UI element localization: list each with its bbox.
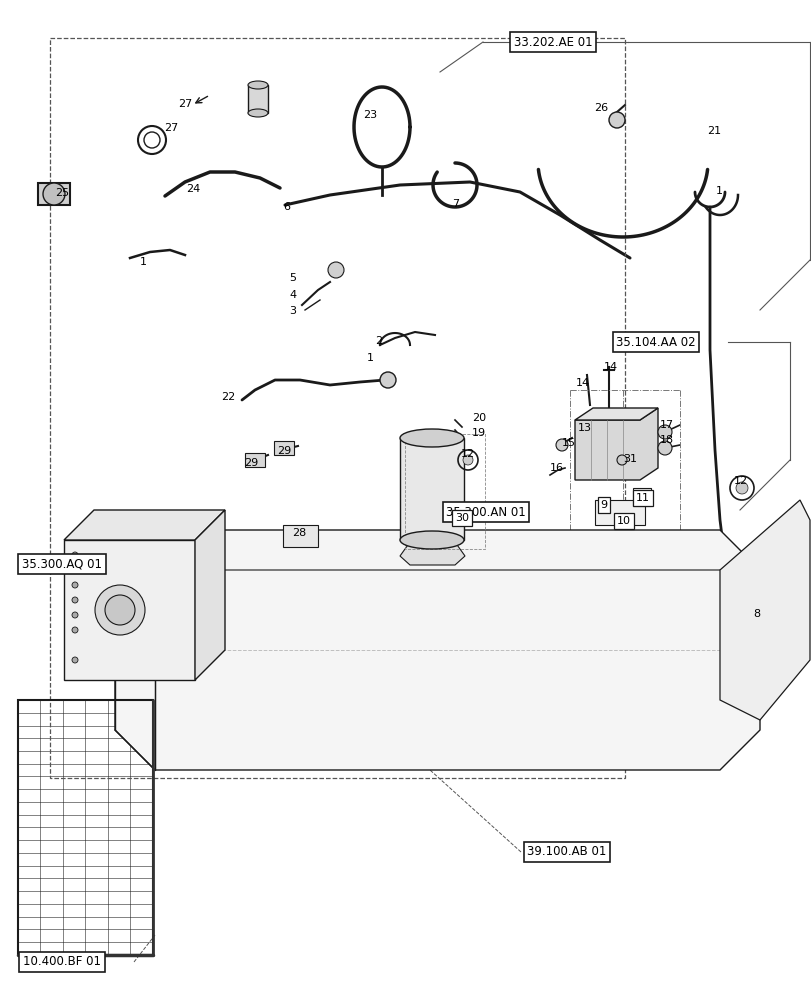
Text: 35.300.AQ 01: 35.300.AQ 01 — [22, 558, 102, 570]
Text: 24: 24 — [186, 184, 200, 194]
Circle shape — [657, 441, 672, 455]
Circle shape — [72, 627, 78, 633]
Text: 11: 11 — [635, 493, 649, 503]
Circle shape — [735, 482, 747, 494]
Circle shape — [43, 183, 65, 205]
Circle shape — [328, 262, 344, 278]
Text: 5: 5 — [290, 273, 296, 283]
Text: 26: 26 — [593, 103, 607, 113]
Text: 28: 28 — [291, 528, 306, 538]
Circle shape — [95, 585, 145, 635]
Circle shape — [72, 552, 78, 558]
Text: 25: 25 — [55, 188, 69, 198]
Text: 16: 16 — [549, 463, 564, 473]
Circle shape — [72, 612, 78, 618]
Circle shape — [72, 582, 78, 588]
Circle shape — [462, 455, 473, 465]
Text: 20: 20 — [471, 413, 486, 423]
Text: 21: 21 — [706, 126, 720, 136]
Text: 29: 29 — [243, 458, 258, 468]
Text: 14: 14 — [575, 378, 590, 388]
Ellipse shape — [247, 109, 268, 117]
Bar — [633, 488, 650, 506]
Text: 4: 4 — [289, 290, 296, 300]
Text: 15: 15 — [561, 438, 575, 448]
Circle shape — [657, 425, 672, 439]
Text: 10: 10 — [616, 516, 630, 526]
Bar — [400, 438, 463, 540]
Bar — [50, 38, 624, 778]
Text: 2: 2 — [375, 336, 382, 346]
Text: 14: 14 — [603, 362, 617, 372]
Polygon shape — [115, 530, 759, 770]
Text: 9: 9 — [599, 500, 607, 510]
Text: 30: 30 — [454, 513, 469, 523]
Text: 27: 27 — [164, 123, 178, 133]
Ellipse shape — [247, 81, 268, 89]
Text: 13: 13 — [577, 423, 591, 433]
Bar — [405, 434, 484, 549]
Circle shape — [616, 455, 626, 465]
Polygon shape — [574, 408, 657, 420]
Text: 17: 17 — [659, 420, 673, 430]
Bar — [18, 700, 152, 955]
Text: 12: 12 — [733, 476, 747, 486]
Text: 29: 29 — [277, 446, 291, 456]
Text: 35.104.AA 02: 35.104.AA 02 — [616, 336, 695, 349]
Circle shape — [72, 657, 78, 663]
Circle shape — [72, 567, 78, 573]
Text: 22: 22 — [221, 392, 235, 402]
Text: 6: 6 — [283, 202, 290, 212]
Polygon shape — [574, 408, 657, 480]
Bar — [38, 183, 70, 205]
Text: 1: 1 — [139, 257, 146, 267]
Text: 27: 27 — [178, 99, 192, 109]
Polygon shape — [64, 510, 225, 540]
Bar — [594, 500, 644, 525]
Text: 39.100.AB 01: 39.100.AB 01 — [526, 845, 606, 858]
Polygon shape — [719, 500, 809, 720]
Ellipse shape — [400, 429, 463, 447]
Circle shape — [556, 439, 568, 451]
Bar — [273, 441, 294, 455]
Text: 23: 23 — [363, 110, 376, 120]
Ellipse shape — [400, 531, 463, 549]
Text: 1: 1 — [714, 186, 722, 196]
Text: 31: 31 — [622, 454, 636, 464]
Text: 12: 12 — [461, 449, 474, 459]
Text: 33.202.AE 01: 33.202.AE 01 — [513, 36, 591, 49]
Text: 10.400.BF 01: 10.400.BF 01 — [23, 955, 101, 968]
Circle shape — [380, 372, 396, 388]
Text: 19: 19 — [471, 428, 486, 438]
Circle shape — [72, 597, 78, 603]
Bar — [245, 453, 264, 467]
Circle shape — [105, 595, 135, 625]
Bar — [247, 85, 268, 113]
Polygon shape — [64, 540, 195, 680]
Text: 1: 1 — [366, 353, 373, 363]
Circle shape — [608, 112, 624, 128]
Text: 8: 8 — [753, 609, 760, 619]
Bar — [283, 525, 318, 547]
Text: 35.300.AN 01: 35.300.AN 01 — [445, 506, 526, 518]
Text: 18: 18 — [659, 435, 673, 445]
Polygon shape — [195, 510, 225, 680]
Text: 3: 3 — [290, 306, 296, 316]
Text: 7: 7 — [452, 199, 459, 209]
Polygon shape — [400, 542, 465, 565]
